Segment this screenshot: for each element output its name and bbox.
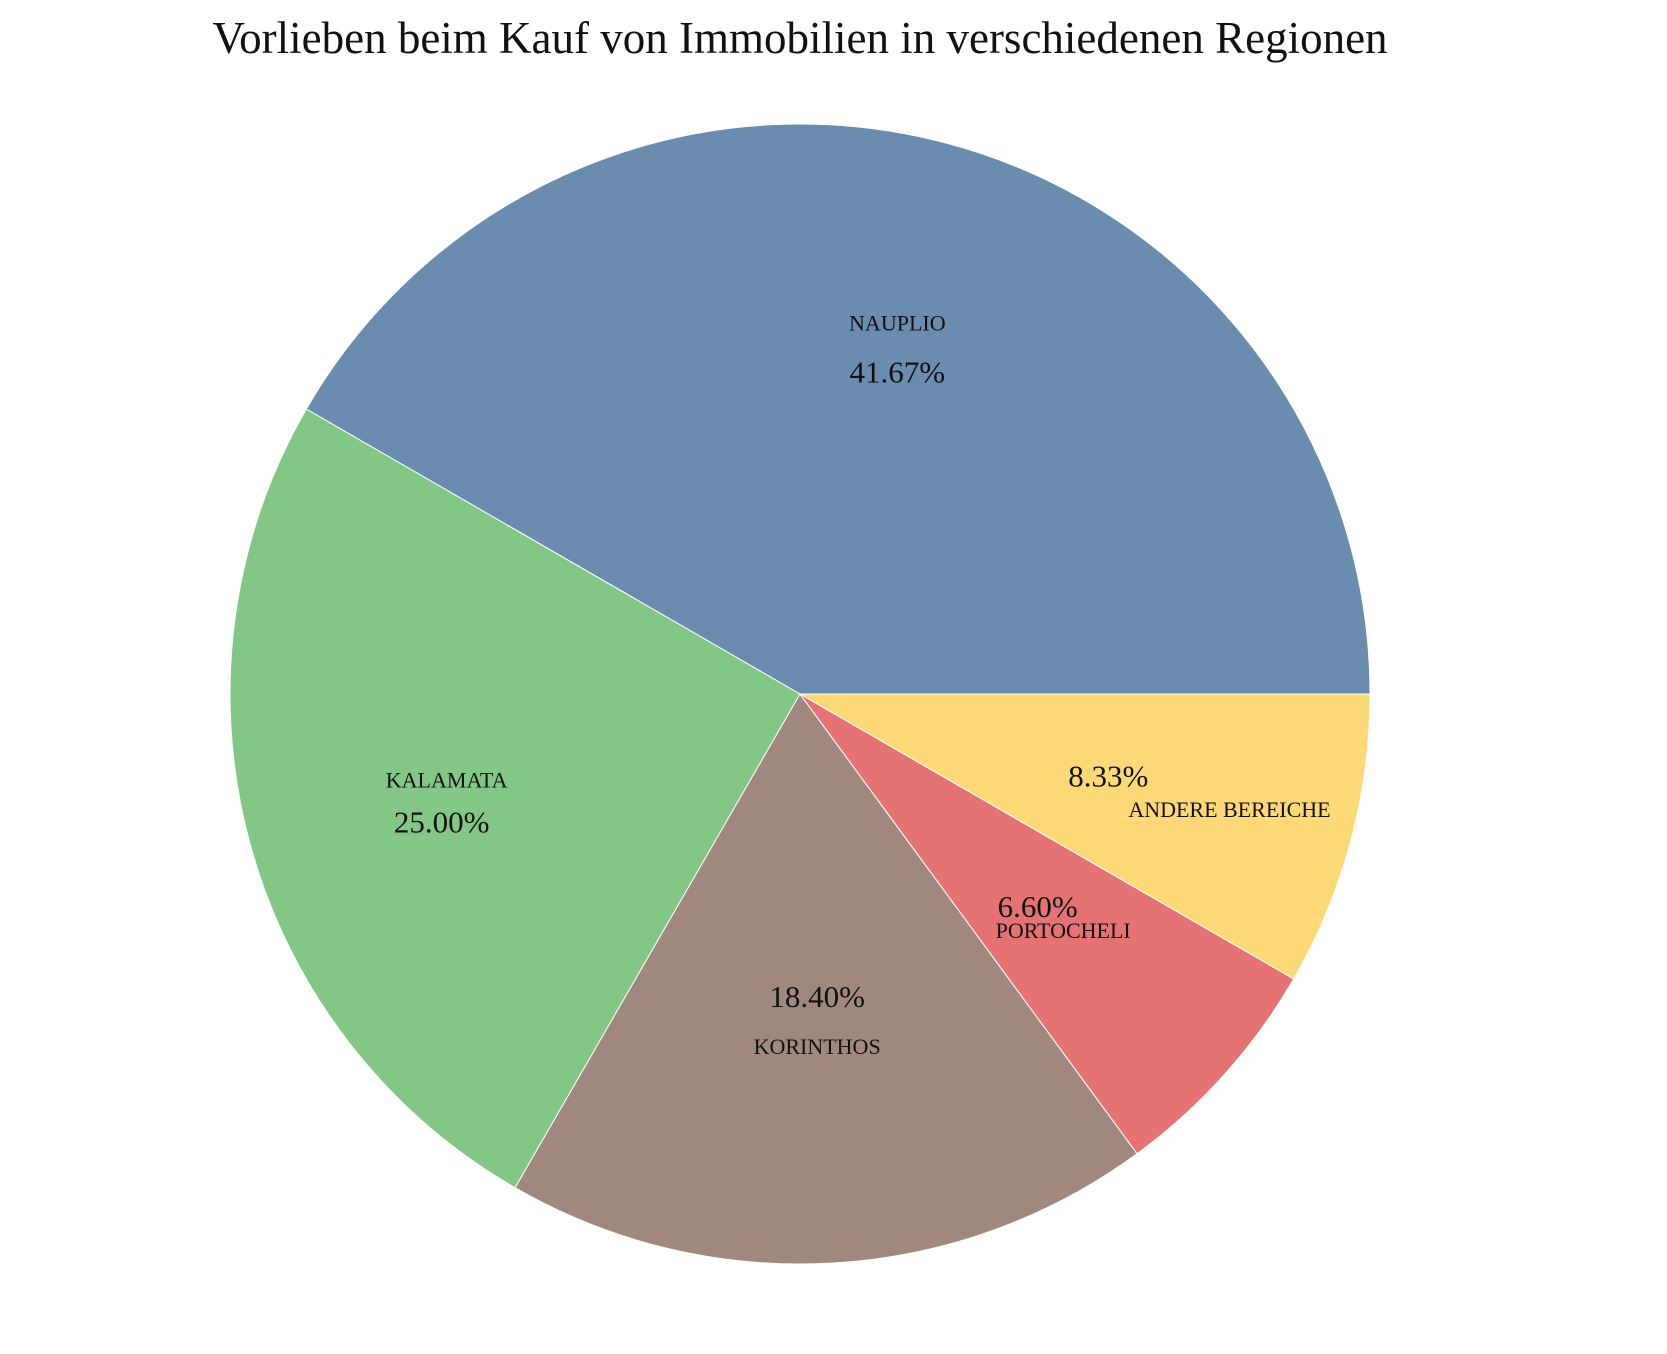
slice-value-kalamata: 25.00% [394, 804, 490, 839]
slice-label-andere-bereiche: ANDERE BEREICHE [1128, 797, 1330, 822]
pie-slice-nauplio [305, 123, 1371, 695]
slice-label-korinthos: KORINTHOS [754, 1034, 881, 1059]
slice-value-andere-bereiche: 8.33% [1068, 759, 1148, 794]
chart-title: Vorlieben beim Kauf von Immobilien in ve… [212, 13, 1388, 63]
slice-label-kalamata: KALAMATA [386, 767, 508, 792]
slice-label-nauplio: NAUPLIO [849, 311, 946, 336]
pie-slice-andere-bereiche [798, 693, 1371, 980]
pie-slice-kalamata [229, 408, 801, 1189]
pie-slice-korinthos [514, 693, 1138, 1265]
slice-value-korinthos: 18.40% [769, 979, 865, 1014]
slice-label-portocheli: PORTOCHELI [996, 918, 1131, 943]
slice-value-nauplio: 41.67% [850, 355, 946, 390]
pie-slice-portocheli [799, 693, 1295, 1155]
slice-value-portocheli: 6.60% [998, 889, 1078, 924]
